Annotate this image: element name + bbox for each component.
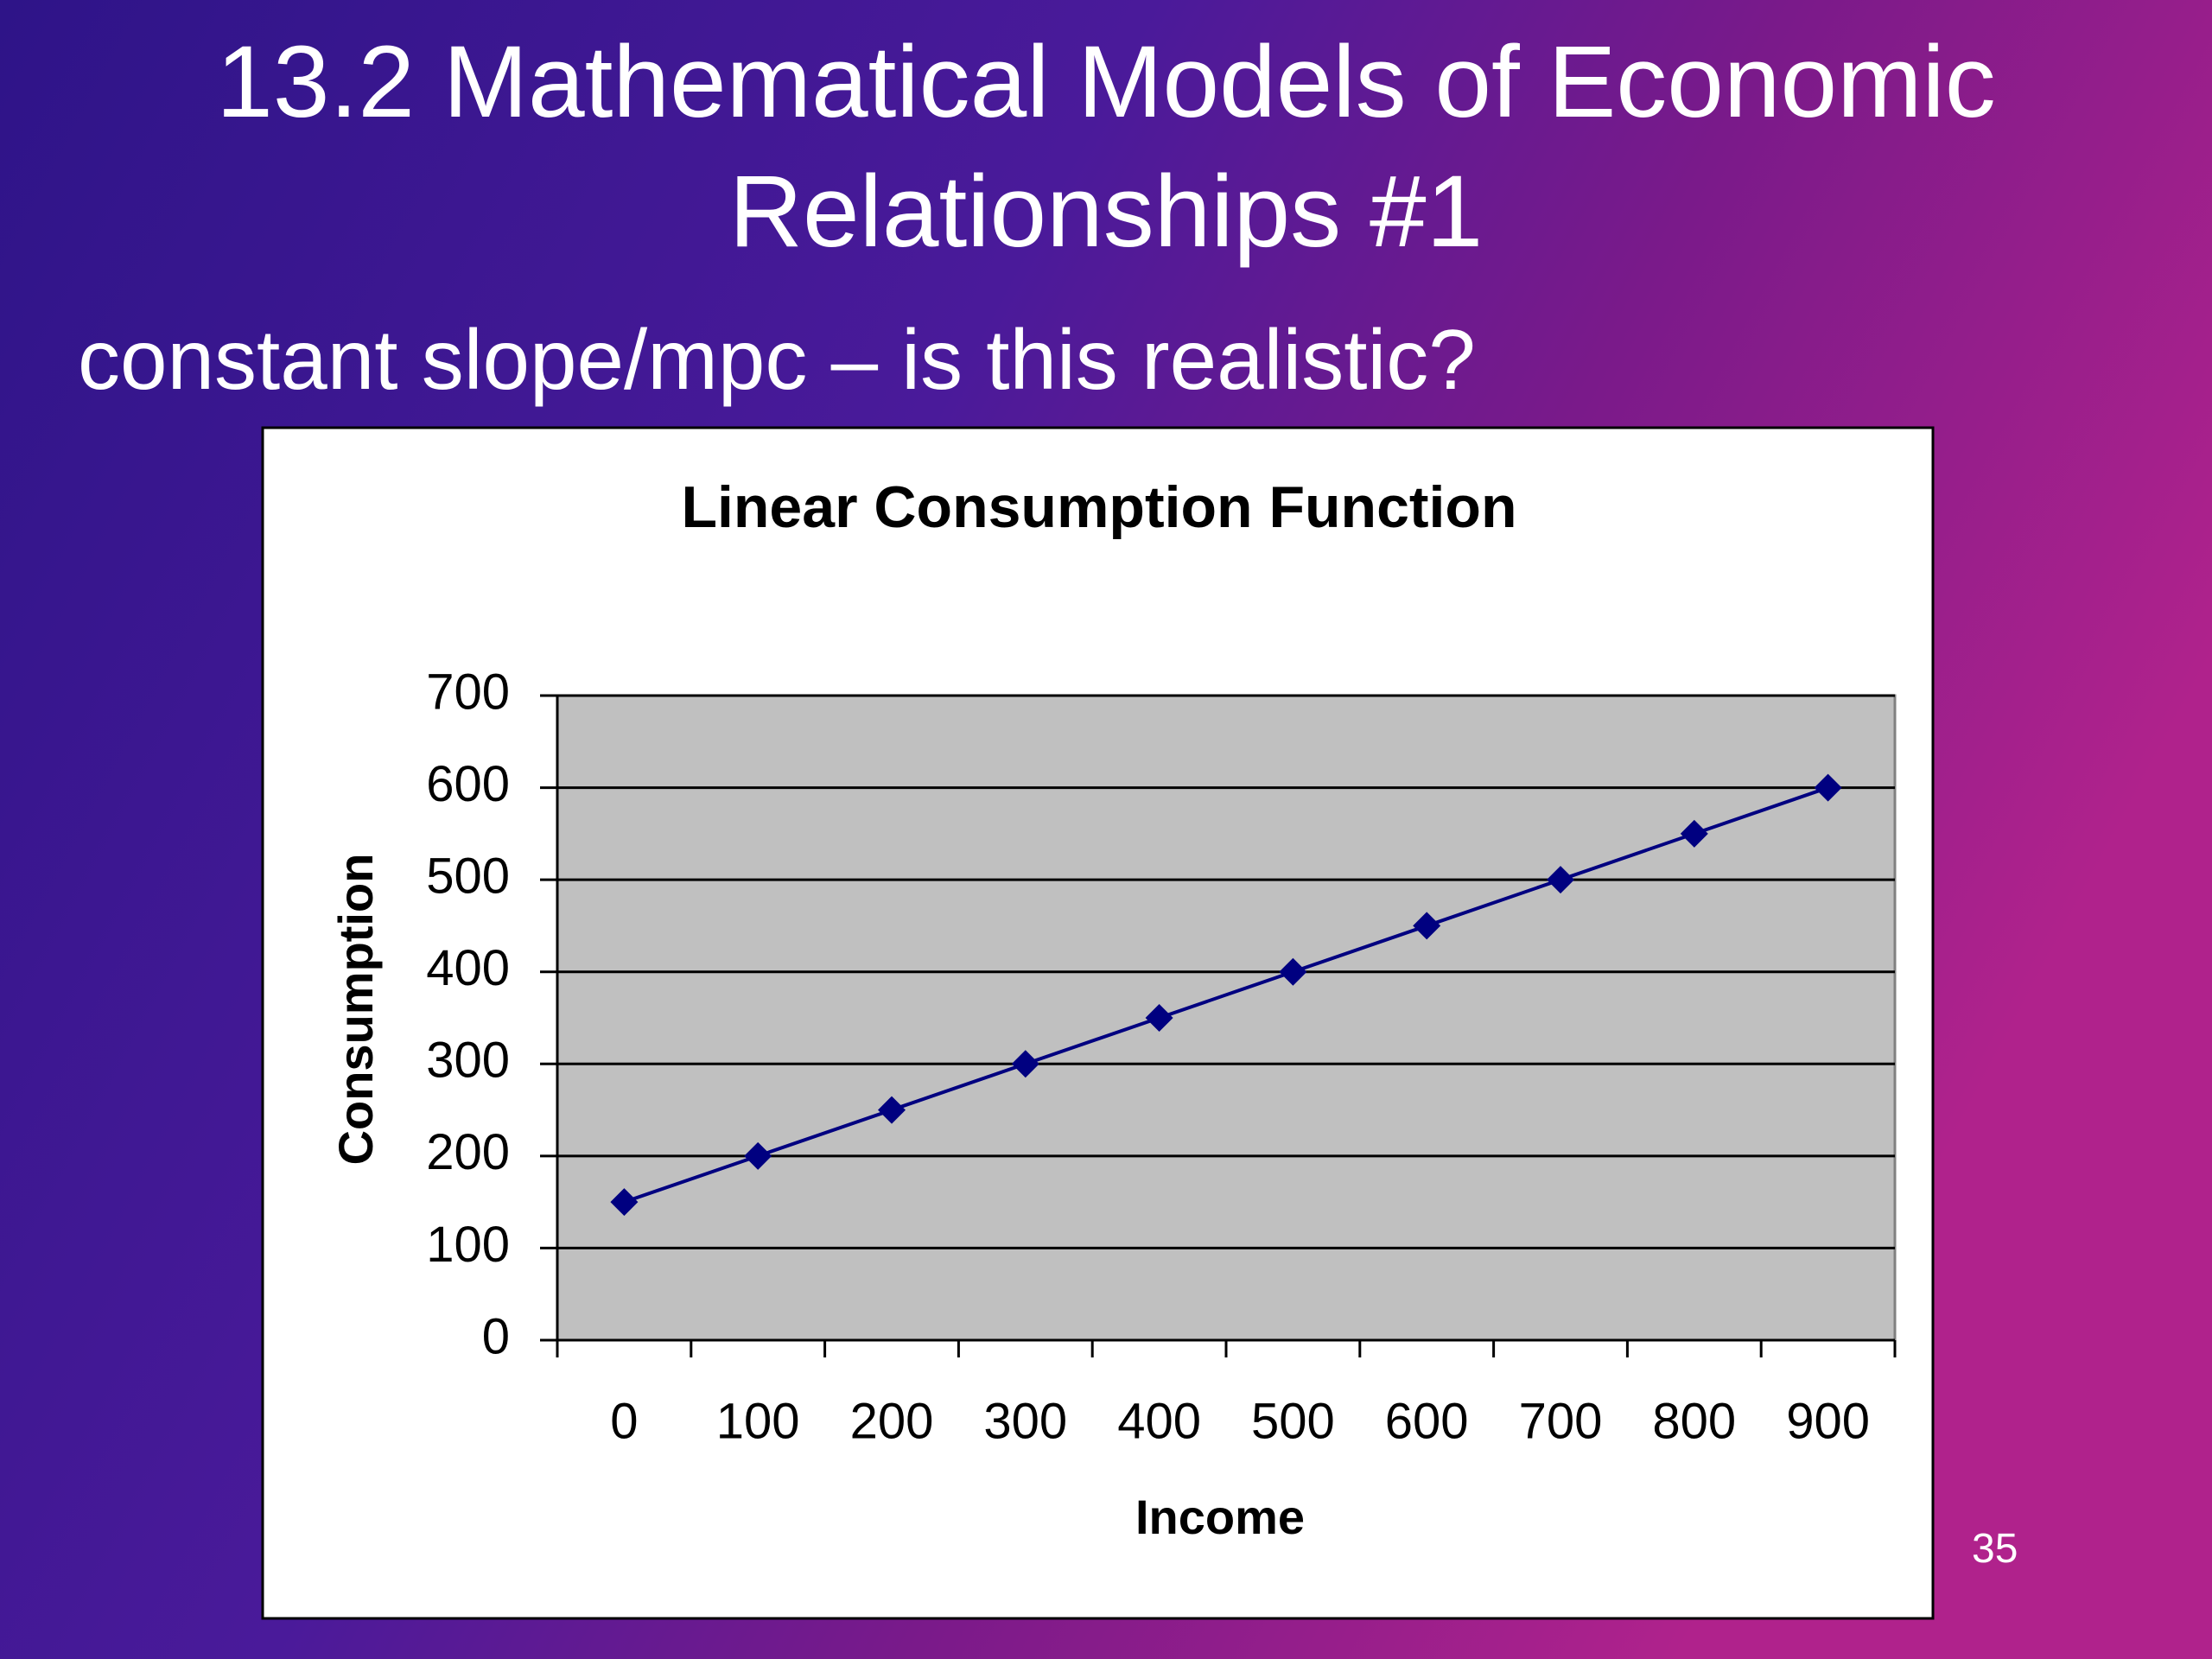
x-tick-label: 400 bbox=[1117, 1393, 1201, 1449]
data-point bbox=[1413, 912, 1441, 940]
x-tick-label: 500 bbox=[1251, 1393, 1335, 1449]
y-tick-label: 400 bbox=[426, 940, 510, 996]
y-axis-label: Consumption bbox=[328, 854, 383, 1166]
x-axis-label: Income bbox=[1135, 1490, 1305, 1544]
data-point bbox=[1279, 957, 1307, 986]
data-point bbox=[744, 1141, 772, 1170]
plot-area bbox=[556, 694, 1897, 1342]
y-tick-label: 500 bbox=[426, 848, 510, 904]
x-tick-label: 600 bbox=[1385, 1393, 1469, 1449]
x-tick-label: 900 bbox=[1786, 1393, 1870, 1449]
series-line bbox=[623, 785, 1829, 1205]
slide-subtitle: constant slope/mpc – is this realistic? bbox=[78, 312, 1476, 407]
x-tick-label: 700 bbox=[1519, 1393, 1603, 1449]
y-tick-label: 100 bbox=[426, 1217, 510, 1273]
slide-title: 13.2 Mathematical Models of Economic Rel… bbox=[216, 25, 1996, 269]
y-tick-label: 300 bbox=[426, 1033, 510, 1089]
y-tick-label: 700 bbox=[426, 664, 510, 720]
x-tick-label: 300 bbox=[983, 1393, 1067, 1449]
y-tick-label: 200 bbox=[426, 1124, 510, 1180]
data-point bbox=[1680, 819, 1708, 848]
y-tick-label: 600 bbox=[426, 756, 510, 812]
data-point bbox=[1814, 773, 1842, 802]
data-point bbox=[610, 1188, 639, 1217]
y-tick-label: 0 bbox=[482, 1308, 510, 1364]
chart-title: Linear Consumption Function bbox=[681, 474, 1516, 540]
x-tick-label: 0 bbox=[610, 1393, 638, 1449]
data-point bbox=[1547, 866, 1574, 894]
x-tick-label: 200 bbox=[850, 1393, 934, 1449]
data-point bbox=[878, 1096, 906, 1124]
x-tick-label: 100 bbox=[716, 1393, 800, 1449]
data-point bbox=[1145, 1004, 1173, 1032]
data-point bbox=[1011, 1050, 1039, 1078]
x-tick-label: 800 bbox=[1652, 1393, 1736, 1449]
page-number: 35 bbox=[1972, 1526, 2018, 1572]
